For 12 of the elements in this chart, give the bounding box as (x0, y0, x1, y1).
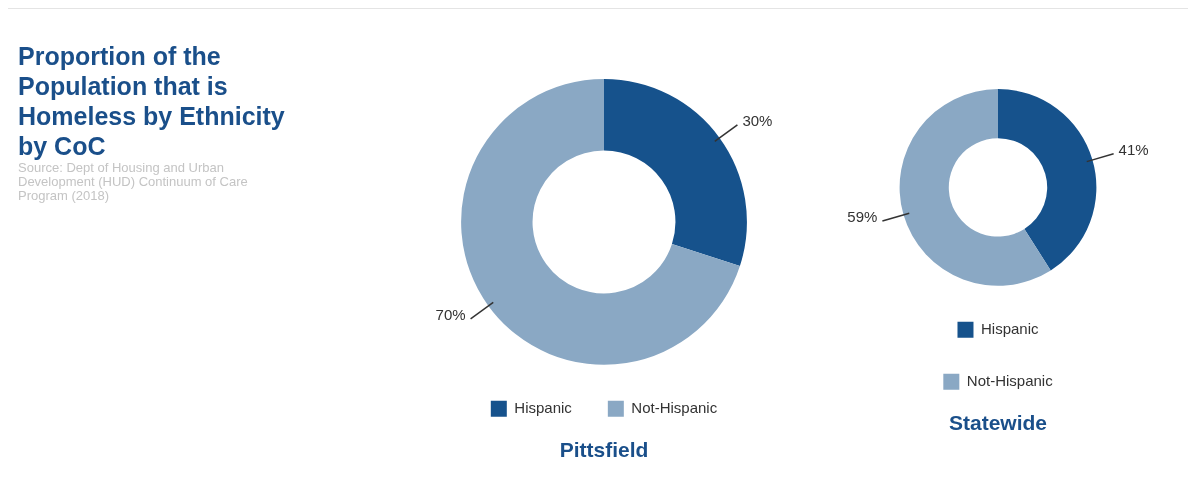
data-label: 59% (847, 208, 878, 226)
text: Statewide (948, 411, 1048, 435)
data-label: 70% (435, 305, 466, 323)
legend-label: Not-Hispanic (966, 371, 1054, 389)
data-label: 41% (1118, 140, 1149, 158)
text: Pittsfield (559, 438, 649, 462)
source-note: Source: Dept of Housing and Urban Development (HUD) Continuum of Care Program (2018) (18, 160, 249, 203)
legend-label: Hispanic (514, 398, 573, 416)
data-label: 30% (742, 112, 773, 130)
legend-label: Hispanic (980, 319, 1040, 337)
legend-label: Not-Hispanic (631, 398, 718, 416)
text: Proportion of the Population that is Homeless by Ethnicity by CoC (18, 41, 286, 161)
